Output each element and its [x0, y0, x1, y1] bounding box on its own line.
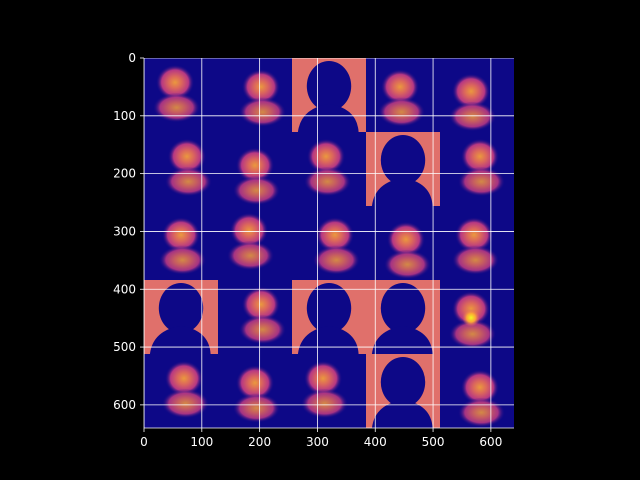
heatmap-tile [144, 280, 218, 354]
blob-head [451, 291, 491, 327]
blob-head [229, 212, 269, 249]
silhouette-head [158, 282, 204, 334]
blob-body [448, 101, 497, 132]
plot-area [144, 58, 514, 428]
blob-body [451, 245, 500, 275]
blob-body [226, 240, 275, 271]
heatmap-tile [448, 291, 497, 349]
heatmap-tile [366, 132, 440, 206]
blob-body [457, 397, 506, 428]
heatmap-tile [292, 58, 366, 132]
blob-body [232, 175, 281, 206]
blob-head [454, 217, 494, 253]
blob-body [232, 393, 281, 423]
blob-head [303, 360, 343, 397]
y-tick-label: 300 [113, 224, 136, 238]
heatmap-tile [457, 138, 506, 197]
blob-body [377, 97, 426, 127]
heatmap-tile [303, 138, 352, 197]
heatmap-tile [451, 217, 500, 275]
silhouette-body [371, 399, 433, 428]
blob-body [164, 166, 213, 197]
heatmap-tile [448, 73, 497, 132]
y-tick-label: 200 [113, 167, 136, 181]
blob-head [164, 360, 204, 397]
heatmap-tile [377, 69, 426, 127]
blob-body [238, 97, 287, 127]
x-tick-label: 500 [422, 435, 445, 449]
blob-head [235, 365, 275, 401]
silhouette-head [306, 282, 352, 334]
y-tick-label: 400 [113, 282, 136, 296]
heatmap-tile [292, 280, 366, 354]
heatmap-tile [238, 286, 287, 345]
heatmap-tile [161, 360, 210, 419]
y-tick-label: 0 [128, 51, 136, 65]
heatmap-tile [312, 217, 361, 275]
blob-body [383, 249, 432, 280]
silhouette-head [380, 134, 426, 186]
x-tick-label: 300 [306, 435, 329, 449]
blob-head [241, 286, 281, 323]
heatmap-tile [232, 365, 281, 423]
x-tick-label: 600 [479, 435, 502, 449]
blob-body [303, 166, 352, 197]
heatmap-tile [158, 217, 207, 275]
y-tick-label: 500 [113, 340, 136, 354]
blob-body [448, 319, 497, 349]
blob-head [460, 138, 500, 175]
heatmap-tile [152, 64, 201, 123]
heatmap-tile [366, 280, 440, 354]
blob-head [235, 147, 275, 184]
blob-head [161, 217, 201, 253]
blob-head [167, 138, 207, 175]
silhouette-body [297, 103, 359, 132]
heatmap-tile [383, 221, 432, 280]
x-tick-label: 0 [140, 435, 148, 449]
silhouette-head [380, 282, 426, 334]
heatmap-tile [232, 147, 281, 206]
blob-head [241, 69, 281, 105]
blob-body [152, 92, 201, 123]
blob-head [306, 138, 346, 175]
y-tick-label: 600 [113, 398, 136, 412]
blob-hotspot [462, 308, 480, 327]
blob-head [315, 217, 355, 253]
x-axis: 0 100 200 300 400 500 600 [140, 427, 514, 449]
blob-body [238, 314, 287, 345]
blob-body [158, 245, 207, 275]
heatmap-tile [164, 138, 213, 197]
blob-body [161, 388, 210, 419]
blob-head [386, 221, 426, 258]
y-axis: 0 100 200 300 400 500 600 [113, 51, 145, 428]
silhouette-head [306, 60, 352, 112]
heatmap-tile [238, 69, 287, 127]
silhouette-body [371, 177, 433, 206]
heatmap-tile [226, 212, 275, 271]
x-tick-label: 200 [248, 435, 271, 449]
heatmap-tile [300, 360, 349, 419]
silhouette-head [380, 356, 426, 408]
blob-body [300, 388, 349, 419]
blob-body [457, 166, 506, 197]
blob-head [451, 73, 491, 110]
heatmap-tile [366, 354, 440, 428]
grid-layer [144, 58, 514, 428]
blob-head [380, 69, 420, 105]
blob-body [312, 245, 361, 275]
blob-head [155, 64, 195, 101]
blob-head [460, 369, 500, 406]
x-tick-label: 100 [190, 435, 213, 449]
x-tick-label: 400 [364, 435, 387, 449]
y-tick-label: 100 [113, 109, 136, 123]
